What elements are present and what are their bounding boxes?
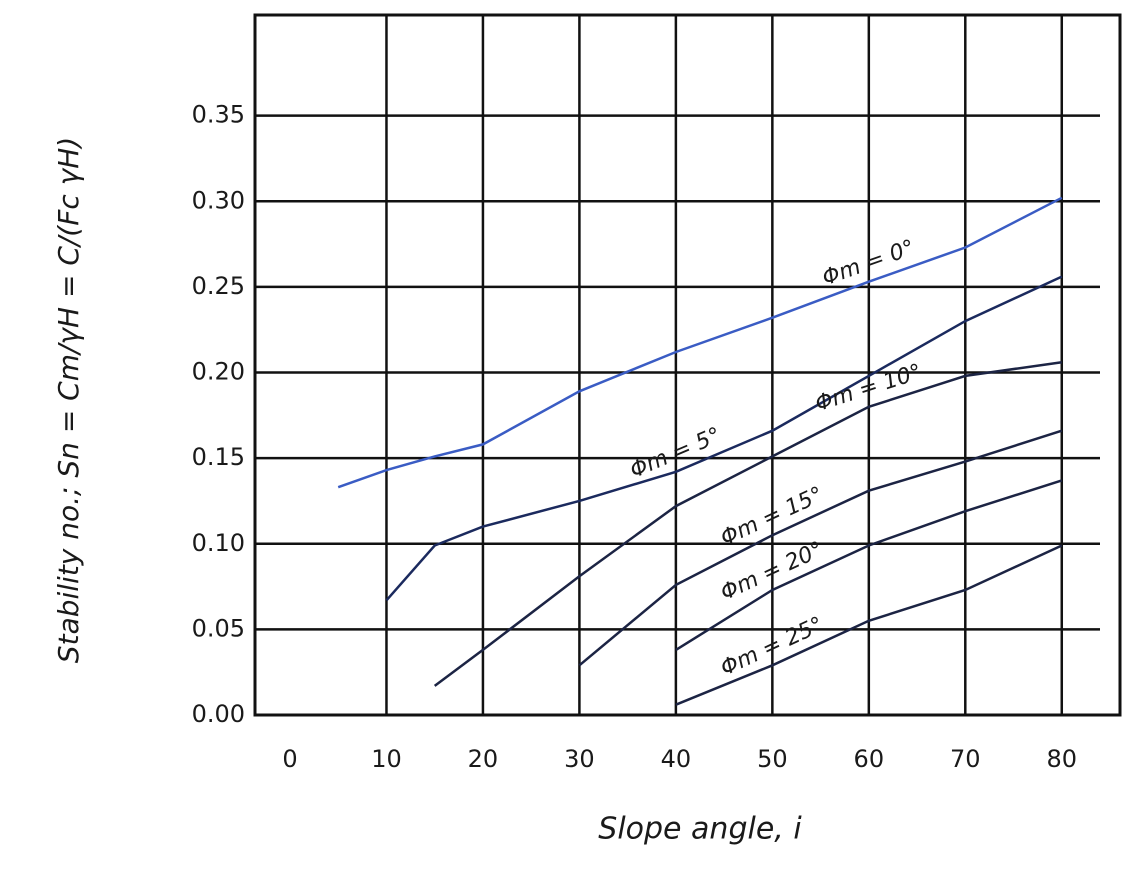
y-tick-label: 0.20 [192,358,245,386]
x-tick-label: 10 [371,745,402,773]
chart: Slope angle, i Stability no.; Sn = Cm/γH… [0,0,1136,876]
curve [387,277,1062,601]
y-axis-title: Stability no.; Sn = Cm/γH = C/(Fc γH) [52,137,85,663]
x-tick-label: 20 [468,745,499,773]
y-tick-label: 0.25 [192,272,245,300]
x-tick-label: 40 [661,745,692,773]
plot-frame [255,15,1120,715]
y-tick-label: 0.05 [192,614,245,642]
x-tick-label: 30 [564,745,595,773]
y-tick-label: 0.35 [192,101,245,129]
y-tick-label: 0.30 [192,186,245,214]
x-tick-label: 60 [854,745,885,773]
x-tick-label: 70 [950,745,981,773]
x-tick-label: 80 [1046,745,1077,773]
y-tick-label: 0.15 [192,443,245,471]
x-tick-label: 0 [282,745,297,773]
y-tick-label: 0.00 [192,700,245,728]
x-tick-label: 50 [757,745,788,773]
x-axis-title: Slope angle, i [598,812,802,847]
page: {"chart_data": {"type": "line", "x_label… [0,0,1136,876]
y-tick-label: 0.10 [192,529,245,557]
